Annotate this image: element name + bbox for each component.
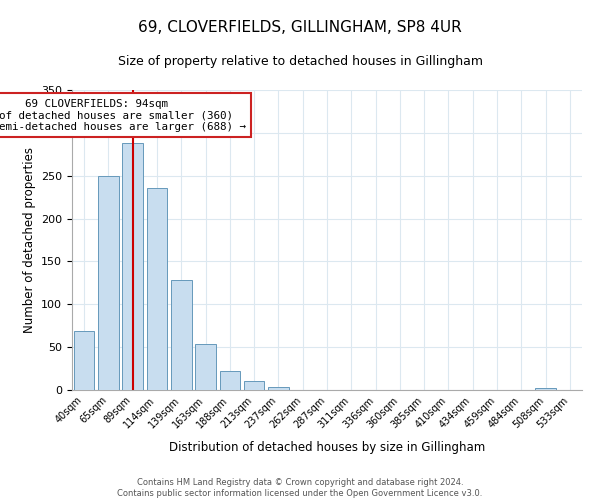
Bar xyxy=(244,380,265,390)
Text: 69, CLOVERFIELDS, GILLINGHAM, SP8 4UR: 69, CLOVERFIELDS, GILLINGHAM, SP8 4UR xyxy=(138,20,462,35)
Bar xyxy=(74,331,94,390)
Bar xyxy=(195,344,216,390)
Y-axis label: Number of detached properties: Number of detached properties xyxy=(23,147,35,333)
Bar xyxy=(220,371,240,390)
Bar xyxy=(122,143,143,390)
Text: Contains HM Land Registry data © Crown copyright and database right 2024.
Contai: Contains HM Land Registry data © Crown c… xyxy=(118,478,482,498)
Bar xyxy=(146,188,167,390)
Bar xyxy=(98,176,119,390)
Bar xyxy=(535,388,556,390)
Text: Size of property relative to detached houses in Gillingham: Size of property relative to detached ho… xyxy=(118,55,482,68)
Bar xyxy=(171,280,191,390)
Text: 69 CLOVERFIELDS: 94sqm
← 34% of detached houses are smaller (360)
65% of semi-de: 69 CLOVERFIELDS: 94sqm ← 34% of detached… xyxy=(0,98,246,132)
X-axis label: Distribution of detached houses by size in Gillingham: Distribution of detached houses by size … xyxy=(169,441,485,454)
Bar xyxy=(268,386,289,390)
